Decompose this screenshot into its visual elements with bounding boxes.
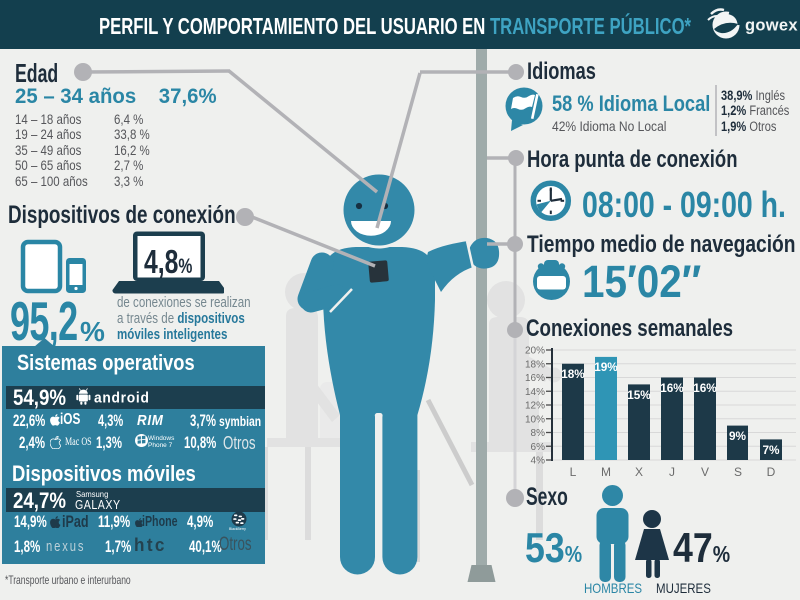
svg-text:20%: 20% xyxy=(525,346,545,357)
svg-text:18%: 18% xyxy=(525,359,545,370)
svg-text:15%: 15% xyxy=(627,388,651,402)
svg-text:9%: 9% xyxy=(729,429,747,443)
svg-text:6%: 6% xyxy=(531,442,546,453)
svg-text:10%: 10% xyxy=(525,414,545,425)
svg-text:X: X xyxy=(635,465,643,479)
svg-text:8%: 8% xyxy=(531,428,546,439)
svg-text:J: J xyxy=(669,465,675,479)
svg-text:19%: 19% xyxy=(594,360,618,374)
svg-text:S: S xyxy=(734,465,742,479)
svg-text:android: android xyxy=(94,390,150,407)
svg-text:D: D xyxy=(767,465,776,479)
svg-text:16%: 16% xyxy=(525,373,545,384)
svg-text:16%: 16% xyxy=(660,381,684,395)
svg-text:7%: 7% xyxy=(762,443,780,457)
svg-text:gowex: gowex xyxy=(745,17,798,35)
svg-text:14%: 14% xyxy=(525,387,545,398)
svg-text:18%: 18% xyxy=(561,367,585,381)
svg-text:4%: 4% xyxy=(531,456,546,467)
svg-text:M: M xyxy=(601,465,611,479)
svg-text:V: V xyxy=(701,465,709,479)
svg-text:12%: 12% xyxy=(525,401,545,412)
svg-text:L: L xyxy=(570,465,577,479)
svg-text:16%: 16% xyxy=(693,381,717,395)
